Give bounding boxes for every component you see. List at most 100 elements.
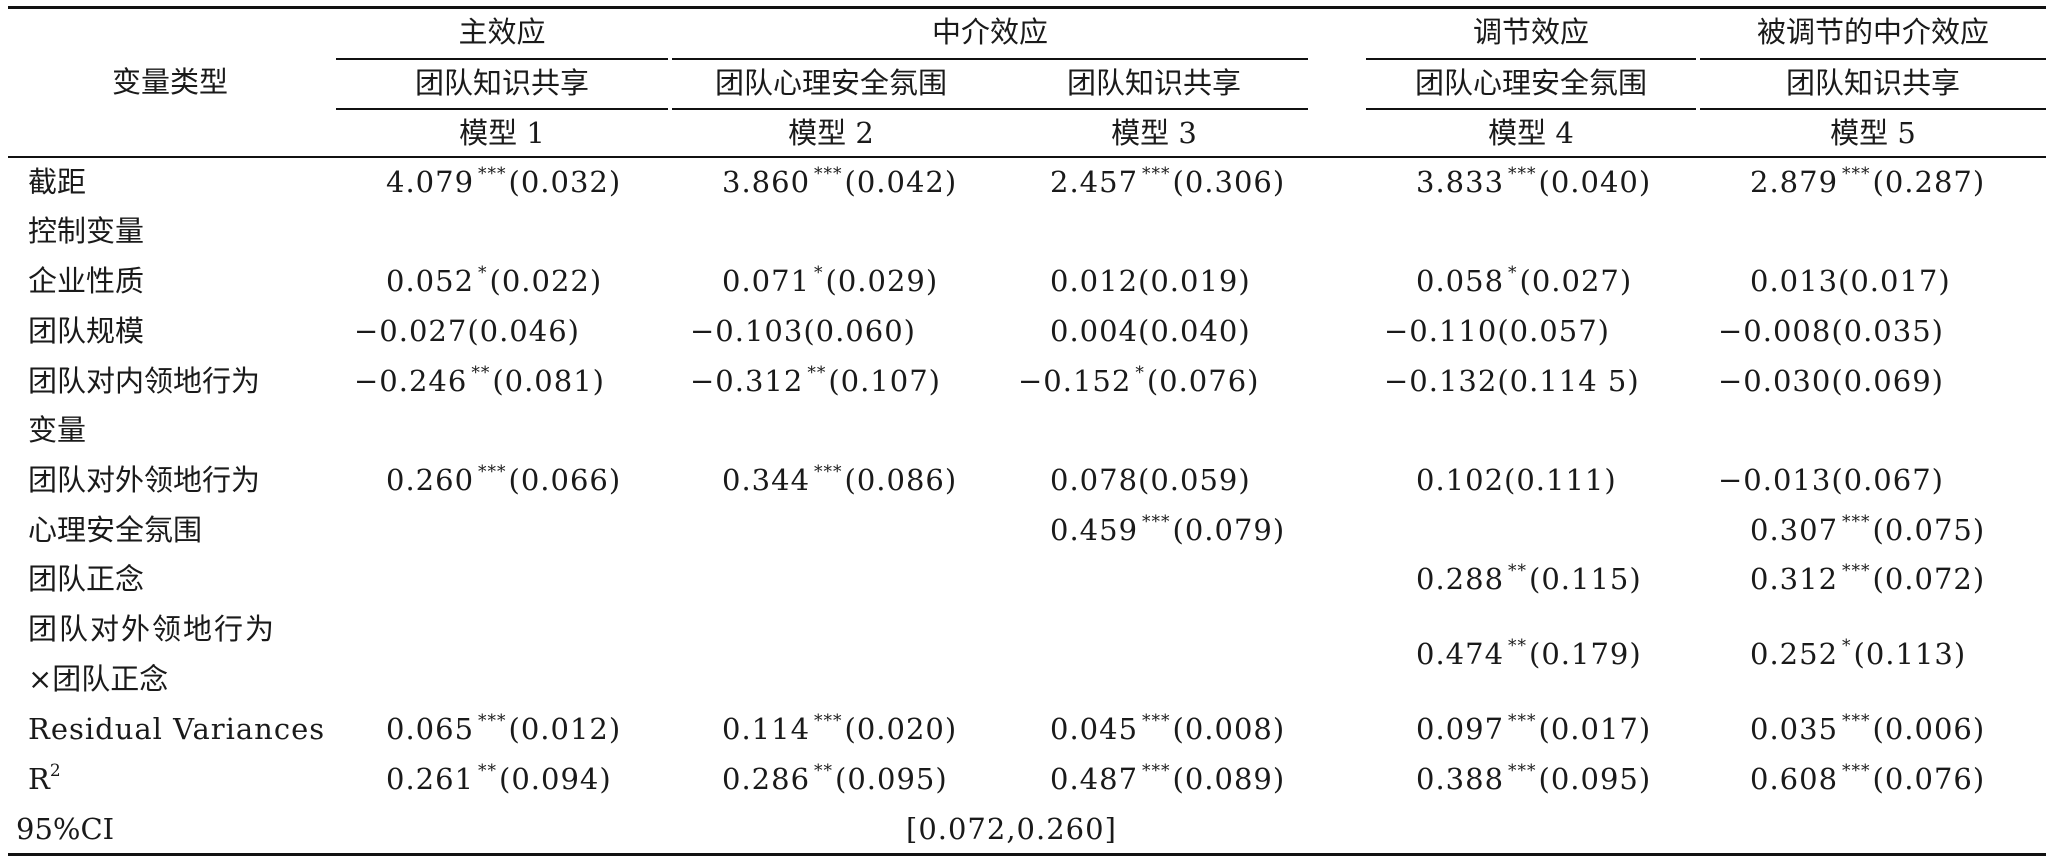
table-cell: 0.487 ***(0.089) <box>1050 762 1285 796</box>
table-cell: −0.110(0.057) <box>1384 314 1610 348</box>
row-label-team-size: 团队规模 <box>28 314 145 348</box>
dv-model-1: 团队知识共享 <box>414 66 589 100</box>
significance-stars: ** <box>471 363 491 384</box>
group-title-moderation: 调节效应 <box>1472 15 1589 49</box>
coefficient: 0.004 <box>1050 314 1139 348</box>
significance-stars: *** <box>1508 761 1537 782</box>
table-cell: 3.833 ***(0.040) <box>1416 165 1651 199</box>
table-cell: 0.344 ***(0.086) <box>722 463 957 497</box>
standard-error: (0.029) <box>825 264 939 298</box>
coefficient: −0.103 <box>690 314 804 348</box>
header-variable-type: 变量类型 <box>111 65 228 99</box>
standard-error: (0.017) <box>1538 712 1652 746</box>
group-title-moderated-mediation: 被调节的中介效应 <box>1756 15 1989 49</box>
standard-error: (0.079) <box>1172 513 1286 547</box>
dv-model-3: 团队知识共享 <box>1066 66 1241 100</box>
standard-error: (0.086) <box>844 463 958 497</box>
table-cell: 0.388 ***(0.095) <box>1416 762 1651 796</box>
model-label-2: 模型 2 <box>788 116 874 150</box>
standard-error: (0.032) <box>508 165 622 199</box>
model-label-4: 模型 4 <box>1488 116 1574 150</box>
group-title-main-effect: 主效应 <box>458 15 546 49</box>
standard-error: (0.006) <box>1872 712 1986 746</box>
standard-error: (0.287) <box>1872 165 1986 199</box>
group-title-mediation: 中介效应 <box>931 15 1048 49</box>
coefficient: 0.261 <box>386 762 475 796</box>
significance-stars: * <box>1842 636 1852 657</box>
standard-error: (0.020) <box>844 712 958 746</box>
table-cell: 0.252 *(0.113) <box>1750 637 1966 671</box>
model-label-5: 模型 5 <box>1830 116 1916 150</box>
significance-stars: *** <box>478 711 507 732</box>
header-bottom-rule <box>8 156 2046 158</box>
standard-error: (0.114 5) <box>1497 364 1640 398</box>
coefficient: 3.833 <box>1416 165 1505 199</box>
r-squared-exponent: 2 <box>49 761 61 782</box>
significance-stars: *** <box>1142 512 1171 533</box>
coefficient: 0.071 <box>722 264 811 298</box>
table-cell: 3.860 ***(0.042) <box>722 165 957 199</box>
significance-stars: *** <box>814 711 843 732</box>
significance-stars: *** <box>1142 761 1171 782</box>
significance-stars: *** <box>1842 164 1871 185</box>
coefficient: 0.058 <box>1416 264 1505 298</box>
coefficient: 0.097 <box>1416 712 1505 746</box>
table-cell: −0.027(0.046) <box>354 314 580 348</box>
standard-error: (0.057) <box>1497 314 1610 348</box>
table-cell: 0.312 ***(0.072) <box>1750 562 1985 596</box>
significance-stars: *** <box>478 462 507 483</box>
significance-stars: *** <box>1142 711 1171 732</box>
table-cell: 4.079 ***(0.032) <box>386 165 621 199</box>
coefficient: −0.110 <box>1384 314 1498 348</box>
row-label-interaction-line2: ×团队正念 <box>28 662 169 696</box>
standard-error: (0.076) <box>1872 762 1986 796</box>
significance-stars: *** <box>814 462 843 483</box>
coefficient: 0.013 <box>1750 264 1839 298</box>
r-squared-base: R <box>28 762 50 796</box>
table-cell: 0.286 **(0.095) <box>722 762 948 796</box>
standard-error: (0.113) <box>1853 637 1967 671</box>
significance-stars: ** <box>807 363 827 384</box>
row-label-firm-nature: 企业性质 <box>28 264 145 298</box>
table-cell: −0.312 **(0.107) <box>690 364 941 398</box>
coefficient: 2.879 <box>1750 165 1839 199</box>
standard-error: (0.008) <box>1172 712 1286 746</box>
coefficient: 0.035 <box>1750 712 1839 746</box>
significance-stars: *** <box>1842 761 1871 782</box>
standard-error: (0.059) <box>1138 463 1251 497</box>
row-label-intercept: 截距 <box>28 165 87 199</box>
coefficient: 0.045 <box>1050 712 1139 746</box>
dv-rule-modmed <box>1700 108 2046 110</box>
significance-stars: *** <box>814 164 843 185</box>
coefficient: 0.487 <box>1050 762 1139 796</box>
table-cell: 0.114 ***(0.020) <box>722 712 957 746</box>
coefficient: 0.114 <box>722 712 811 746</box>
row-label-interaction: 团队对外领地行为 <box>28 612 277 646</box>
standard-error: (0.179) <box>1529 637 1642 671</box>
table-cell: 0.260 ***(0.066) <box>386 463 621 497</box>
dv-rule-mediation <box>672 108 1308 110</box>
table-cell: −0.030(0.069) <box>1718 364 1944 398</box>
table-cell: −0.132(0.114 5) <box>1384 364 1640 398</box>
standard-error: (0.111) <box>1504 463 1617 497</box>
table-cell: −0.152 *(0.076) <box>1018 364 1259 398</box>
coefficient: −0.312 <box>690 364 804 398</box>
significance-stars: *** <box>1508 711 1537 732</box>
group-rule-mediation <box>672 58 1308 60</box>
standard-error: (0.060) <box>803 314 916 348</box>
standard-error: (0.115) <box>1529 562 1642 596</box>
table-cell: 0.045 ***(0.008) <box>1050 712 1285 746</box>
table-cell: −0.013(0.067) <box>1718 463 1944 497</box>
standard-error: (0.017) <box>1838 264 1951 298</box>
significance-stars: *** <box>1142 164 1171 185</box>
coefficient: −0.008 <box>1718 314 1832 348</box>
standard-error: (0.019) <box>1138 264 1251 298</box>
dv-rule-main <box>336 108 668 110</box>
table-cell: 0.097 ***(0.017) <box>1416 712 1651 746</box>
significance-stars: *** <box>1842 711 1871 732</box>
table-cell: 0.013(0.017) <box>1750 264 1951 298</box>
row-label-team-mindfulness: 团队正念 <box>28 562 145 596</box>
standard-error: (0.066) <box>508 463 622 497</box>
table-cell: 0.065 ***(0.012) <box>386 712 621 746</box>
table-cell: 0.459 ***(0.079) <box>1050 513 1285 547</box>
